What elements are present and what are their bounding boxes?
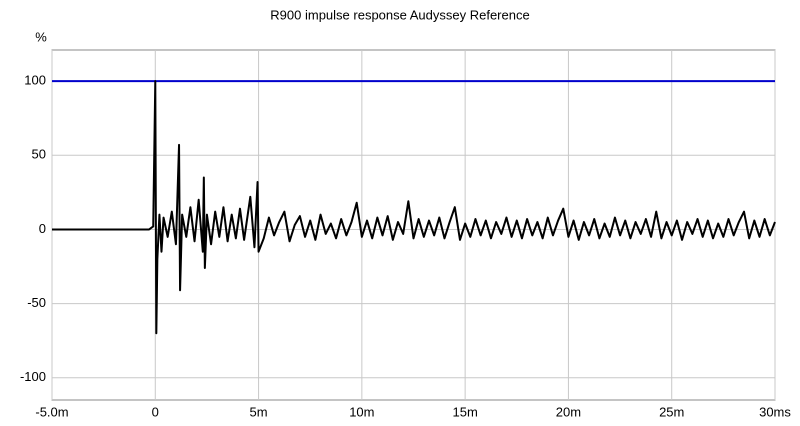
x-tick-label: 25m xyxy=(659,404,684,419)
y-axis-label: % xyxy=(35,29,47,44)
x-tick-label: 15m xyxy=(452,404,477,419)
y-tick-label: -100 xyxy=(20,369,46,384)
x-tick-label: 10m xyxy=(349,404,374,419)
line-series xyxy=(52,80,776,335)
y-tick-label: -50 xyxy=(27,295,46,310)
x-tick-label: 30ms xyxy=(759,404,791,419)
x-tick-label: 20m xyxy=(556,404,581,419)
chart-title: R900 impulse response Audyssey Reference xyxy=(270,7,529,22)
x-tick-label: 5m xyxy=(250,404,268,419)
x-tick-label: 0 xyxy=(152,404,159,419)
y-tick-label: 100 xyxy=(24,73,46,88)
x-tick-label: -5.0m xyxy=(35,404,68,419)
y-tick-label: 50 xyxy=(32,147,46,162)
y-tick-label: 0 xyxy=(39,221,46,236)
